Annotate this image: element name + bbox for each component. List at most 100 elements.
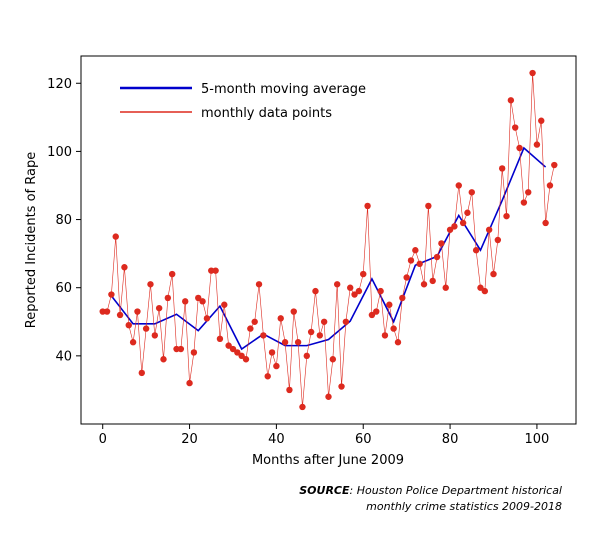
monthly-data-point — [329, 356, 337, 363]
monthly-data-point — [268, 349, 276, 356]
monthly-data-point — [316, 332, 324, 339]
monthly-data-point — [429, 277, 436, 285]
y-axis-label: Reported Incidents of Rape — [24, 152, 39, 328]
monthly-data-point — [333, 281, 341, 288]
monthly-data-point — [386, 301, 393, 308]
monthly-data-point — [212, 267, 219, 274]
monthly-data-point — [347, 284, 354, 291]
x-tick-label: 60 — [355, 432, 372, 447]
monthly-data-point — [273, 362, 280, 370]
x-tick-label: 20 — [181, 432, 198, 447]
source-line-1: : Houston Police Department historical — [349, 484, 563, 497]
monthly-data-point — [103, 308, 111, 315]
monthly-data-point — [234, 349, 241, 356]
monthly-data-point — [325, 393, 332, 400]
monthly-data-point — [446, 226, 454, 233]
monthly-data-point — [420, 281, 428, 288]
monthly-data-point — [142, 325, 150, 332]
x-axis-ticks: 0 20 40 60 80 100 — [99, 424, 549, 447]
monthly-data-point — [425, 202, 432, 210]
monthly-data-point — [546, 182, 554, 189]
source-line-2: monthly crime statistics 2009-2018 — [366, 500, 562, 513]
monthly-data-point — [108, 291, 115, 298]
monthly-data-point — [459, 219, 467, 227]
monthly-data-point — [390, 325, 397, 332]
source-label: SOURCE — [299, 484, 350, 497]
monthly-data-point — [373, 308, 380, 315]
monthly-data-point — [381, 332, 389, 339]
y-tick-label: 60 — [55, 281, 72, 296]
monthly-data-point — [112, 233, 119, 240]
monthly-data-point — [168, 270, 176, 278]
monthly-data-point — [160, 356, 167, 363]
monthly-data-point — [416, 260, 423, 268]
monthly-data-point — [529, 69, 536, 77]
monthly-data-point — [438, 240, 445, 247]
monthly-data-point — [407, 257, 415, 264]
monthly-data-point — [147, 281, 154, 288]
monthly-data-point — [551, 161, 558, 169]
y-axis-ticks: 40 60 80 100 120 — [47, 77, 81, 364]
monthly-data-point — [121, 264, 128, 271]
monthly-data-point — [512, 124, 519, 131]
legend: 5-month moving average monthly data poin… — [120, 82, 366, 121]
source-note: SOURCE: Houston Police Department histor… — [299, 483, 562, 515]
monthly-data-point — [199, 298, 206, 305]
monthly-data-point — [251, 318, 258, 325]
monthly-data-point — [351, 291, 358, 298]
monthly-data-point — [542, 219, 549, 227]
monthly-data-point — [277, 315, 284, 322]
monthly-data-point — [507, 97, 515, 104]
monthly-data-point — [151, 332, 159, 339]
monthly-data-point — [155, 304, 163, 312]
plot-area — [80, 55, 577, 425]
monthly-data-point — [134, 308, 141, 315]
monthly-data-point — [242, 356, 250, 363]
monthly-data-point — [520, 199, 528, 206]
monthly-data-point — [494, 236, 502, 244]
monthly-data-point — [195, 294, 202, 302]
monthly-data-point — [338, 383, 345, 390]
y-tick-label: 120 — [47, 77, 72, 92]
monthly-data-point — [229, 345, 237, 353]
monthly-data-point — [290, 308, 297, 315]
monthly-data-point — [281, 339, 289, 346]
monthly-data-point — [186, 379, 193, 387]
monthly-data-point — [264, 373, 271, 380]
monthly-data-point — [342, 318, 350, 325]
monthly-data-point — [138, 369, 145, 377]
monthly-data-point — [368, 311, 376, 319]
monthly-data-point — [394, 339, 402, 346]
y-tick-label: 80 — [55, 213, 72, 228]
monthly-data-point — [320, 318, 328, 325]
monthly-data-point — [399, 294, 406, 302]
monthly-data-point — [216, 335, 224, 343]
y-tick-label: 100 — [47, 145, 72, 160]
monthly-data-point — [303, 352, 310, 360]
monthly-data-point — [485, 226, 493, 233]
x-axis-label: Months after June 2009 — [252, 453, 404, 468]
x-tick-label: 40 — [268, 432, 285, 447]
monthly-data-point — [533, 141, 541, 148]
monthly-data-point — [538, 117, 545, 124]
monthly-data-point — [182, 298, 189, 305]
monthly-data-point — [468, 189, 475, 196]
x-tick-label: 0 — [99, 432, 107, 447]
monthly-data-point — [177, 345, 185, 353]
x-tick-label: 80 — [442, 432, 459, 447]
monthly-data-point — [190, 349, 198, 356]
monthly-data-point — [116, 311, 124, 319]
monthly-data-point — [255, 281, 263, 288]
legend-label-monthly: monthly data points — [201, 106, 332, 121]
monthly-data-point — [516, 144, 523, 152]
monthly-data-point — [286, 386, 293, 394]
monthly-series — [99, 69, 558, 411]
monthly-data-point — [412, 247, 419, 254]
monthly-data-point — [360, 270, 367, 278]
monthly-data-point — [125, 321, 132, 329]
monthly-data-point — [364, 202, 371, 210]
monthly-data-point — [490, 270, 497, 278]
monthly-data-point — [503, 212, 510, 220]
monthly-data-point — [247, 325, 254, 332]
